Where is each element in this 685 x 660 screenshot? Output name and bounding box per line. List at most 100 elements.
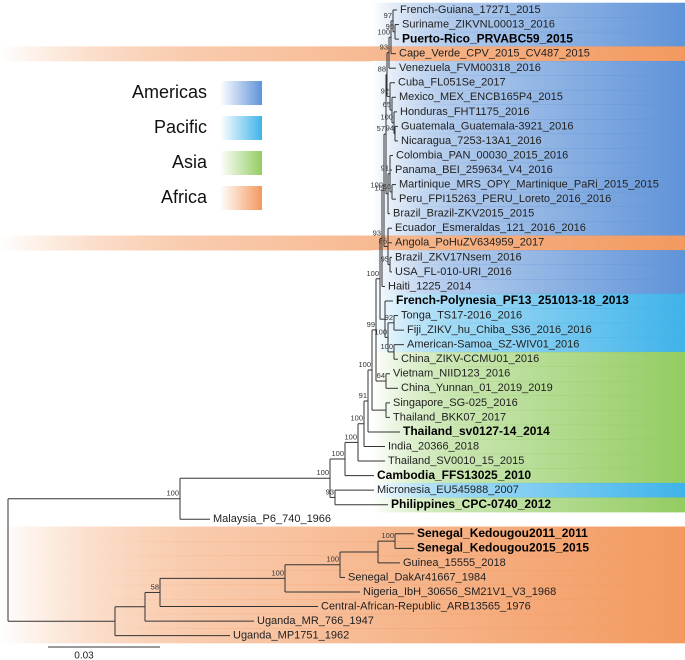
region-band xyxy=(0,555,685,571)
region-band xyxy=(372,424,685,440)
leaf-label: American-Samoa_SZ-WIV01_2016 xyxy=(407,339,579,351)
bootstrap-support: 100 xyxy=(344,432,357,441)
bootstrap-support: 100 xyxy=(271,568,284,577)
region-band xyxy=(372,133,685,149)
leaf-label: Thailand_BKK07_2017 xyxy=(393,411,506,423)
leaf-label: Vietnam_NIID123_2016 xyxy=(393,368,510,380)
bootstrap-support: 97 xyxy=(384,11,392,20)
leaf-label: Angola_PoHuZV634959_2017 xyxy=(395,237,544,249)
leaf-label: Senegal_DakAr41667_1984 xyxy=(348,571,486,583)
leaf-label: Thailand_SV0010_15_2015 xyxy=(388,455,524,467)
region-band xyxy=(372,322,685,338)
bootstrap-support: 91 xyxy=(359,391,367,400)
region-band xyxy=(0,526,685,542)
bootstrap-support: 100 xyxy=(366,269,379,278)
region-band xyxy=(372,381,685,396)
scale-label: 0.03 xyxy=(74,651,94,660)
bootstrap-support: 93 xyxy=(373,228,381,237)
bootstrap-support: 94 xyxy=(386,124,394,133)
legend: Americas Pacific Asia Africa xyxy=(132,81,262,210)
region-band xyxy=(372,410,685,426)
bootstrap-support: 64 xyxy=(377,371,385,380)
bootstrap-support: 57 xyxy=(377,124,385,133)
region-band xyxy=(0,613,685,629)
leaf-label: Honduras_FHT1175_2016 xyxy=(400,106,529,118)
leaf-label: Central-African-Republic_ARB13565_1976 xyxy=(321,600,531,612)
region-band xyxy=(372,17,685,33)
leaf-label: USA_FL-010-URI_2016 xyxy=(395,266,512,278)
region-band xyxy=(372,104,685,120)
leaf-label: Cape_Verde_CPV_2015_CV487_2015 xyxy=(399,48,590,60)
legend-swatch xyxy=(220,151,262,175)
leaf-label: Venezuela_FVM00318_2016 xyxy=(399,62,541,74)
bootstrap-support: 93 xyxy=(380,43,388,52)
bootstrap-support: 100 xyxy=(380,113,393,122)
leaf-label: Brazil_Brazil-ZKV2015_2015 xyxy=(393,208,534,220)
leaf-label: China_Yunnan_01_2019_2019 xyxy=(401,382,553,394)
region-band xyxy=(372,206,685,222)
bootstrap-support: 86 xyxy=(379,236,387,245)
leaf-labels: French-Guiana_17271_2015 Suriname_ZIKVNL0… xyxy=(213,4,659,642)
region-band xyxy=(372,366,685,382)
bootstrap-support: 100 xyxy=(374,184,387,193)
leaf-label: Brazil_ZKV17Nsem_2016 xyxy=(395,251,522,263)
leaf-label: Guatemala_Guatemala-3921_2016 xyxy=(401,120,573,132)
bootstrap-support: 100 xyxy=(166,489,179,498)
leaf-label: Nigeria_IbH_30656_SM21V1_V3_1968 xyxy=(363,586,556,598)
bootstrap-support: 100 xyxy=(350,414,363,423)
leaf-label: Thailand_sv0127-14_2014 xyxy=(403,424,550,438)
bootstrap-support: 100 xyxy=(370,180,383,189)
region-band xyxy=(372,75,685,91)
bootstrap-support: 65 xyxy=(383,100,391,109)
leaf-label: Fiji_ZIKV_hu_Chiba_S36_2016_2016 xyxy=(407,324,592,336)
bootstrap-support: 100 xyxy=(381,531,394,540)
region-band xyxy=(372,453,685,469)
legend-label: Americas xyxy=(132,82,207,102)
region-band xyxy=(372,2,685,18)
leaf-label: Senegal_Kedougou2015_2015 xyxy=(417,541,589,555)
leaf-label: Peru_FPI15263_PERU_Loreto_2016_2016 xyxy=(399,193,611,205)
bootstrap-support: 92 xyxy=(381,86,389,95)
region-band xyxy=(372,220,685,236)
leaf-label: Panama_BEI_259634_V4_2016 xyxy=(395,164,553,176)
leaf-label: Tonga_TS17-2016_2016 xyxy=(401,309,522,321)
leaf-label: India_20366_2018 xyxy=(388,440,479,452)
legend-swatch xyxy=(220,116,262,140)
bootstrap-support: 93 xyxy=(326,487,334,496)
bootstrap-support: 58 xyxy=(151,582,159,591)
leaf-label: China_ZIKV-CCMU01_2016 xyxy=(401,353,539,365)
leaf-label: French-Polynesia_PF13_251013-18_2013 xyxy=(396,293,629,307)
region-band xyxy=(372,395,685,411)
region-band xyxy=(372,119,685,135)
bootstrap-support: 91 xyxy=(381,164,389,173)
region-band xyxy=(372,279,685,295)
region-band xyxy=(372,293,685,309)
leaf-label: Nicaragua_7253-13A1_2016 xyxy=(401,135,542,147)
leaf-label: Puerto-Rico_PRVABC59_2015 xyxy=(402,31,573,45)
legend-swatch xyxy=(220,81,262,105)
region-band xyxy=(372,468,685,484)
legend-label: Africa xyxy=(161,187,208,207)
leaf-label: Ecuador_Esmeraldas_121_2016_2016 xyxy=(395,222,586,234)
bootstrap-support: 99 xyxy=(367,320,375,329)
bootstrap-support: 88 xyxy=(378,65,386,74)
region-band xyxy=(372,264,685,280)
region-band xyxy=(372,351,685,367)
leaf-label: Philippines_CPC-0740_2012 xyxy=(391,497,551,511)
bootstrap-support: 92 xyxy=(385,313,393,322)
region-bands xyxy=(0,2,685,644)
leaf-label: Senegal_Kedougou2011_2011 xyxy=(417,526,588,540)
leaf-label: Suriname_ZIKVNL00013_2016 xyxy=(402,18,555,30)
region-band xyxy=(372,250,685,266)
leaf-label: Micronesia_EU545988_2007 xyxy=(377,484,519,496)
leaf-label: Mexico_MEX_ENCB165P4_2015 xyxy=(399,91,563,103)
bootstrap-support: 100 xyxy=(374,327,387,336)
leaf-label: Malaysia_P6_740_1966 xyxy=(213,513,331,525)
bootstrap-support: 100 xyxy=(358,360,371,369)
region-band xyxy=(0,599,685,615)
leaf-label: Uganda_MR_766_1947 xyxy=(257,615,374,627)
bootstrap-support: 95 xyxy=(386,22,394,31)
region-band xyxy=(372,162,685,178)
leaf-label: Colombia_PAN_00030_2015_2016 xyxy=(396,149,568,161)
